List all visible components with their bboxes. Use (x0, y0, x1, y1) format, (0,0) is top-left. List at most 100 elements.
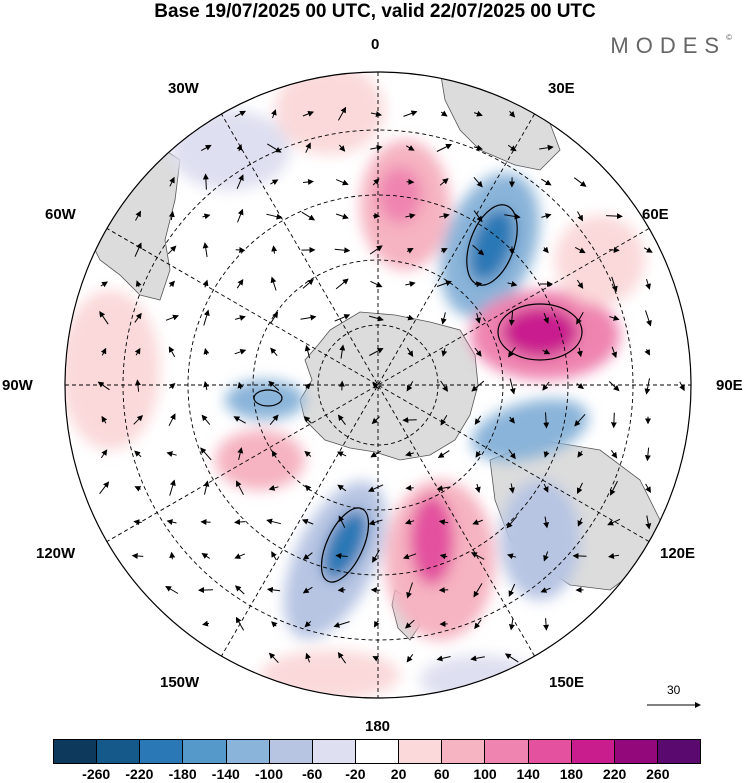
wind-arrow (100, 347, 107, 356)
colorbar-swatch (312, 740, 356, 763)
wind-arrow (439, 178, 449, 186)
wind-arrow (508, 416, 515, 424)
colorbar-swatch (442, 740, 486, 763)
wind-arrow (234, 110, 246, 118)
wind-arrow (301, 211, 316, 221)
wind-arrow (607, 518, 621, 526)
wind-arrow (203, 480, 210, 495)
wind-arrow (576, 383, 584, 390)
wind-arrow (337, 586, 346, 593)
wind-arrow (134, 486, 142, 492)
wind-arrow (165, 585, 179, 594)
wind-arrow (271, 621, 278, 628)
wind-arrow (131, 552, 144, 559)
wind-arrow (609, 315, 620, 321)
wind-arrow (235, 246, 246, 253)
wind-arrow (305, 484, 312, 492)
wind-arrow (436, 655, 451, 662)
wind-arrow (506, 516, 518, 529)
wind-arrow (166, 519, 177, 526)
wind-arrow (269, 414, 279, 426)
wind-arrow (337, 106, 347, 121)
wind-arrow (236, 143, 243, 152)
wind-arrow (370, 280, 383, 288)
wind-arrow (473, 110, 483, 117)
contour-pos-east (497, 303, 583, 361)
wind-arrow (645, 278, 651, 290)
lon-label-90e: 90E (716, 377, 743, 394)
wind-arrow (168, 346, 176, 358)
wind-arrow (374, 620, 380, 628)
wind-arrow (573, 177, 587, 187)
wind-arrow (270, 276, 277, 291)
wind-arrow (406, 248, 414, 254)
wind-arrow (370, 111, 382, 117)
wind-arrow (440, 414, 448, 426)
map-border (64, 71, 692, 699)
colorbar-swatch (657, 740, 701, 763)
wind-arrow (474, 619, 482, 630)
wind-arrow (303, 416, 312, 424)
wind-arrow (335, 213, 349, 220)
colorbar-tick-label: 20 (390, 766, 407, 782)
wind-arrow (266, 586, 281, 593)
wind-arrow (369, 348, 384, 356)
wind-arrow (574, 413, 586, 427)
wind-arrow (436, 485, 451, 492)
wind-arrow (334, 247, 351, 254)
colorbar-tick-label: 260 (646, 766, 670, 782)
wind-arrow (540, 587, 551, 593)
wind-arrow (542, 483, 549, 493)
lon-label-180: 180 (365, 718, 391, 735)
wind-arrow (440, 248, 448, 254)
wind-arrow (577, 517, 584, 527)
wind-arrow (302, 111, 315, 117)
wind-arrow (611, 276, 618, 293)
wind-arrow (508, 110, 516, 118)
lon-label-120w: 120W (36, 545, 76, 562)
wind-arrow (470, 552, 485, 560)
vector-scale-label: 30 (667, 683, 681, 697)
wind-arrow (508, 618, 515, 631)
wind-arrow (270, 311, 279, 324)
colorbar-swatch (399, 740, 443, 763)
anomaly-pos-south-core (410, 495, 454, 585)
wind-arrow (440, 380, 448, 392)
wind-arrow (268, 484, 279, 491)
colorbar-swatch (528, 740, 572, 763)
wind-arrow (302, 179, 314, 185)
wind-arrow (100, 281, 108, 288)
wind-arrow (201, 414, 211, 425)
wind-arrow (543, 312, 549, 324)
wind-arrow (608, 381, 620, 392)
wind-arrow (270, 347, 278, 357)
colorbar-swatch (54, 740, 98, 763)
wind-arrow (645, 515, 652, 530)
colorbar-swatch (614, 740, 658, 763)
wind-arrow (539, 144, 554, 151)
graticule (65, 72, 691, 698)
wind-arrow (406, 381, 414, 392)
wind-arrow (576, 312, 584, 325)
anomaly-pos-north-core (378, 167, 422, 223)
wind-arrow (370, 450, 382, 458)
colorbar-tick-label: -260 (82, 766, 111, 782)
wind-arrow (270, 109, 277, 119)
wind-arrow (608, 553, 620, 559)
anomaly-neg-east (471, 398, 589, 462)
wind-arrow (439, 213, 450, 219)
colorbar-tick-label: -220 (125, 766, 154, 782)
wind-arrow (202, 620, 210, 627)
wind-arrow (440, 110, 448, 117)
wind-arrow (645, 483, 651, 493)
wind-arrow (203, 309, 210, 326)
wind-arrow (135, 280, 142, 287)
wind-arrow (577, 450, 584, 458)
wind-arrow (267, 143, 282, 153)
wind-arrow (606, 213, 623, 220)
wind-arrow (610, 450, 618, 459)
wind-arrow (473, 583, 483, 598)
wind-arrow (236, 480, 244, 495)
wind-arrow (472, 519, 483, 525)
wind-arrow (237, 208, 244, 223)
